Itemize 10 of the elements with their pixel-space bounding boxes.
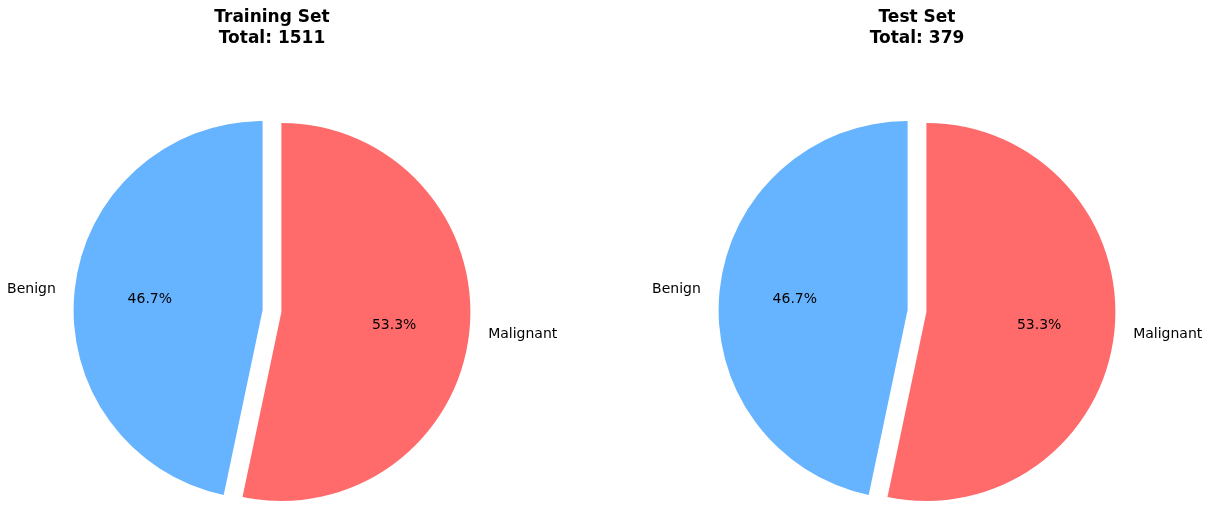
- chart-title: Training Set Total: 1511: [214, 6, 330, 47]
- slice-label: Malignant: [488, 325, 558, 342]
- data-label: 46.7%: [772, 290, 818, 307]
- slice-label: Benign: [7, 280, 56, 297]
- data-label: 46.7%: [127, 290, 173, 307]
- slice-label: Benign: [652, 280, 701, 297]
- chart-title: Test Set Total: 379: [869, 6, 965, 47]
- slice-label: Malignant: [1133, 325, 1203, 342]
- data-label: 53.3%: [1016, 315, 1062, 332]
- data-label: 53.3%: [371, 315, 417, 332]
